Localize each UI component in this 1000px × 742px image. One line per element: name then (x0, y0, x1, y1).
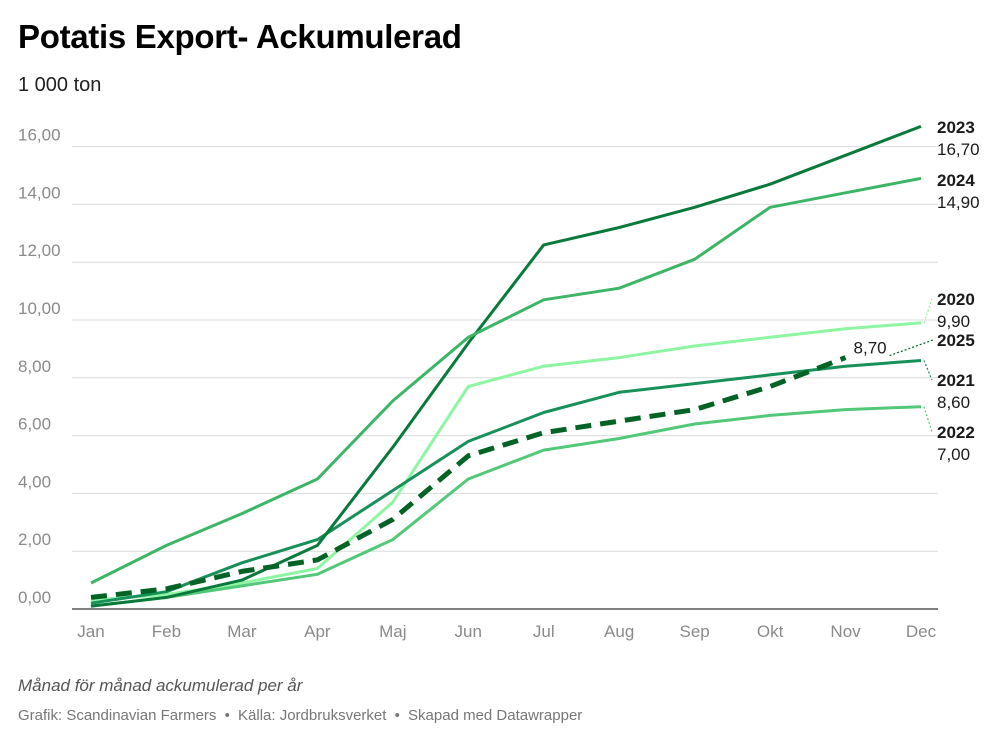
x-tick-label: Nov (830, 622, 861, 641)
x-tick-label: Sep (680, 622, 710, 641)
x-tick-label: Okt (757, 622, 784, 641)
y-tick-label: 10,00 (18, 299, 61, 318)
end-year-2021: 2021 (937, 371, 975, 390)
axis-layer: 0,00 2,00 4,00 6,00 8,00 10,00 12,00 14,00 16,00… (18, 126, 937, 641)
chart-note: Månad för månad ackumulerad per år (18, 676, 303, 695)
y-tick-label: 0,00 (18, 588, 51, 607)
connector-2021 (923, 360, 933, 381)
x-tick-label: Jun (455, 622, 482, 641)
y-tick-label: 16,00 (18, 126, 61, 145)
x-tick-label: Feb (152, 622, 181, 641)
x-tick-label: Mar (227, 622, 257, 641)
series-line-2025 (90, 355, 847, 600)
y-tick-label: 14,00 (18, 183, 61, 202)
end-value-2022: 7,00 (937, 445, 970, 464)
end-year-2022: 2022 (937, 423, 975, 442)
credit-separator: • (224, 707, 230, 724)
y-tick-label: 6,00 (18, 415, 51, 434)
end-value-2020: 9,90 (937, 312, 970, 331)
credit-source-link[interactable]: Källa: Jordbruksverket (238, 707, 387, 724)
series-line-2022 (90, 405, 922, 608)
credit-grafik: Grafik: Scandinavian Farmers (18, 707, 217, 724)
end-value-2025: 8,70 (854, 339, 887, 358)
series-line-2023 (90, 124, 922, 608)
series-layer (90, 124, 922, 608)
series-line-2020 (90, 321, 922, 602)
x-tick-label: Maj (379, 622, 406, 641)
chart-subtitle: 1 000 ton (18, 74, 102, 96)
y-tick-label: 8,00 (18, 357, 51, 376)
end-year-2024: 2024 (937, 171, 975, 190)
x-tick-label: Aug (604, 622, 634, 641)
connector-2022 (923, 406, 933, 433)
chart-title: Potatis Export- Ackumulerad (18, 18, 462, 55)
end-year-2020: 2020 (937, 290, 975, 309)
label-layer: 2020 9,90 2021 8,60 2022 7,00 2023 16,70 2024 14,… (852, 118, 980, 464)
end-value-2021: 8,60 (937, 393, 970, 412)
end-year-2023: 2023 (937, 118, 975, 137)
x-tick-label: Dec (906, 622, 937, 641)
y-tick-label: 2,00 (18, 530, 51, 549)
x-tick-label: Jan (77, 622, 104, 641)
credit-datawrapper-link[interactable]: Skapad med Datawrapper (408, 707, 583, 724)
chart-credits: Grafik: Scandinavian Farmers • Källa: Jo… (18, 707, 582, 724)
x-tick-label: Apr (304, 622, 331, 641)
y-tick-label: 4,00 (18, 472, 51, 491)
connector-2025 (889, 339, 934, 357)
y-tick-label: 12,00 (18, 241, 61, 260)
connector-2020 (923, 298, 933, 324)
credit-separator: • (394, 707, 400, 724)
series-line-2021 (90, 359, 922, 605)
x-tick-label: Jul (533, 622, 555, 641)
end-year-2025: 2025 (937, 331, 975, 350)
end-value-2023: 16,70 (937, 140, 980, 159)
series-line-2024 (90, 176, 922, 585)
end-value-2024: 14,90 (937, 193, 980, 212)
